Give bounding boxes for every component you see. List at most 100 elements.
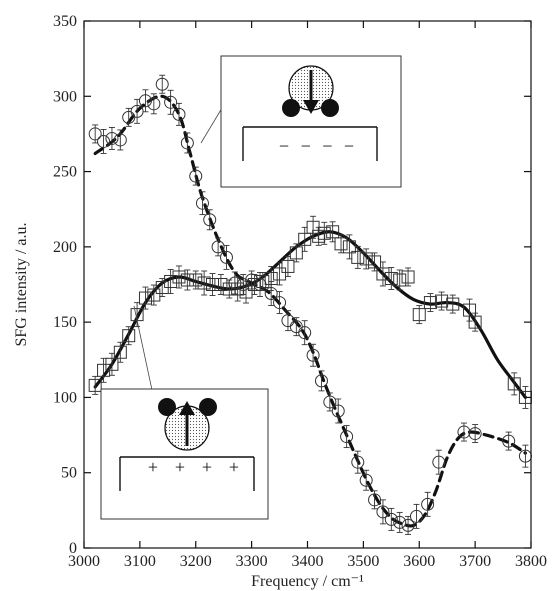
data-point-circle bbox=[155, 77, 169, 91]
dipole-arrow-up-icon bbox=[179, 401, 195, 415]
data-point-square bbox=[122, 329, 136, 343]
data-point-circle bbox=[314, 374, 328, 388]
data-point-square bbox=[231, 282, 245, 296]
data-point-circle bbox=[164, 95, 178, 109]
data-point-square bbox=[334, 237, 348, 251]
data-point-circle bbox=[189, 169, 203, 183]
series-0-fit-line bbox=[93, 94, 527, 528]
y-tick-label: 300 bbox=[53, 88, 77, 105]
series-0-markers bbox=[88, 74, 532, 535]
water-molecule-hydrogen bbox=[321, 99, 339, 117]
x-tick-label: 3500 bbox=[347, 553, 379, 570]
data-point-square bbox=[359, 252, 373, 266]
data-point-square bbox=[435, 294, 449, 308]
data-point-square bbox=[113, 345, 127, 359]
data-point-circle bbox=[219, 250, 233, 264]
data-point-square bbox=[351, 250, 365, 264]
water-molecule-hydrogen bbox=[158, 398, 176, 416]
data-point-square bbox=[298, 232, 312, 246]
surface-charge: + bbox=[175, 457, 185, 477]
data-point-square bbox=[138, 291, 152, 305]
data-point-circle bbox=[147, 97, 161, 111]
y-tick-label: 250 bbox=[53, 164, 77, 181]
surface-charge: − bbox=[279, 136, 289, 156]
data-point-circle bbox=[351, 455, 365, 469]
x-tick-label: 3200 bbox=[180, 553, 212, 570]
data-point-circle bbox=[172, 107, 186, 121]
surface-charge: + bbox=[202, 457, 212, 477]
data-point-circle bbox=[331, 404, 345, 418]
surface-charges: + + + + bbox=[148, 457, 239, 477]
inset-negative-surface: − − − − bbox=[200, 55, 402, 188]
data-point-square bbox=[222, 282, 236, 296]
data-point-circle bbox=[180, 136, 194, 150]
y-tick-label: 0 bbox=[69, 540, 77, 557]
data-point-circle bbox=[306, 348, 320, 362]
data-point-circle bbox=[105, 131, 119, 145]
data-point-square bbox=[289, 246, 303, 260]
data-point-square bbox=[507, 377, 521, 391]
x-tick-label: 3800 bbox=[515, 553, 547, 570]
data-point-square bbox=[239, 285, 253, 299]
surface-charge: − bbox=[344, 136, 354, 156]
y-tick-label: 100 bbox=[53, 389, 77, 406]
data-point-circle bbox=[401, 518, 415, 532]
data-point-square bbox=[393, 273, 407, 287]
water-molecule-hydrogen bbox=[199, 398, 217, 416]
x-axis-label: Frequency / cm⁻¹ bbox=[251, 573, 364, 590]
data-point-square bbox=[468, 315, 482, 329]
y-tick-label: 150 bbox=[53, 314, 77, 331]
surface-charge: − bbox=[322, 136, 332, 156]
data-point-circle bbox=[273, 296, 287, 310]
y-tick-label: 200 bbox=[53, 239, 77, 256]
data-point-circle bbox=[359, 473, 373, 487]
water-molecule-hydrogen bbox=[282, 99, 300, 117]
data-point-circle bbox=[393, 515, 407, 529]
y-tick-label: 50 bbox=[61, 465, 77, 482]
surface-charge: − bbox=[301, 136, 311, 156]
x-tick-label: 3300 bbox=[236, 553, 268, 570]
data-point-circle bbox=[130, 104, 144, 118]
x-tick-label: 3100 bbox=[124, 553, 156, 570]
data-point-circle bbox=[203, 213, 217, 227]
surface-charges: − − − − bbox=[279, 136, 354, 156]
data-point-square bbox=[206, 278, 220, 291]
inset-leader-line bbox=[133, 305, 153, 391]
data-point-square bbox=[197, 276, 211, 290]
series-1-markers bbox=[88, 215, 532, 409]
data-markers bbox=[88, 74, 532, 535]
data-point-circle bbox=[340, 430, 354, 444]
data-point-square bbox=[256, 274, 270, 288]
axis-ticks bbox=[83, 20, 532, 549]
data-point-square bbox=[384, 271, 398, 285]
surface-charge: + bbox=[229, 457, 239, 477]
data-point-square bbox=[412, 308, 426, 322]
data-point-circle bbox=[211, 240, 225, 254]
data-point-circle bbox=[138, 94, 152, 108]
data-point-square bbox=[423, 296, 437, 310]
data-point-square bbox=[264, 271, 278, 285]
data-point-square bbox=[317, 226, 331, 240]
x-tick-label: 3700 bbox=[459, 553, 491, 570]
data-point-circle bbox=[97, 134, 111, 148]
y-tick-label: 350 bbox=[53, 13, 77, 30]
data-point-square bbox=[247, 278, 261, 291]
data-point-circle bbox=[376, 505, 390, 519]
data-point-square bbox=[273, 267, 287, 281]
data-point-circle bbox=[432, 455, 446, 469]
data-point-circle bbox=[88, 127, 102, 141]
data-point-square bbox=[376, 267, 390, 281]
data-point-circle bbox=[298, 326, 312, 340]
data-point-square bbox=[88, 378, 102, 392]
inset-positive-surface: + + + + bbox=[100, 305, 269, 520]
surface-charge: + bbox=[148, 457, 158, 477]
dipole-arrow-down-icon bbox=[303, 100, 319, 114]
y-axis-label: SFG intensity / a.u. bbox=[13, 222, 30, 346]
data-point-circle bbox=[384, 512, 398, 526]
axis-tick-labels: 3000 3100 3200 3300 3400 3500 3600 3700 3800 0 50 1… bbox=[53, 13, 547, 570]
data-point-circle bbox=[468, 427, 482, 441]
data-point-circle bbox=[195, 196, 209, 210]
data-point-square bbox=[189, 273, 203, 287]
